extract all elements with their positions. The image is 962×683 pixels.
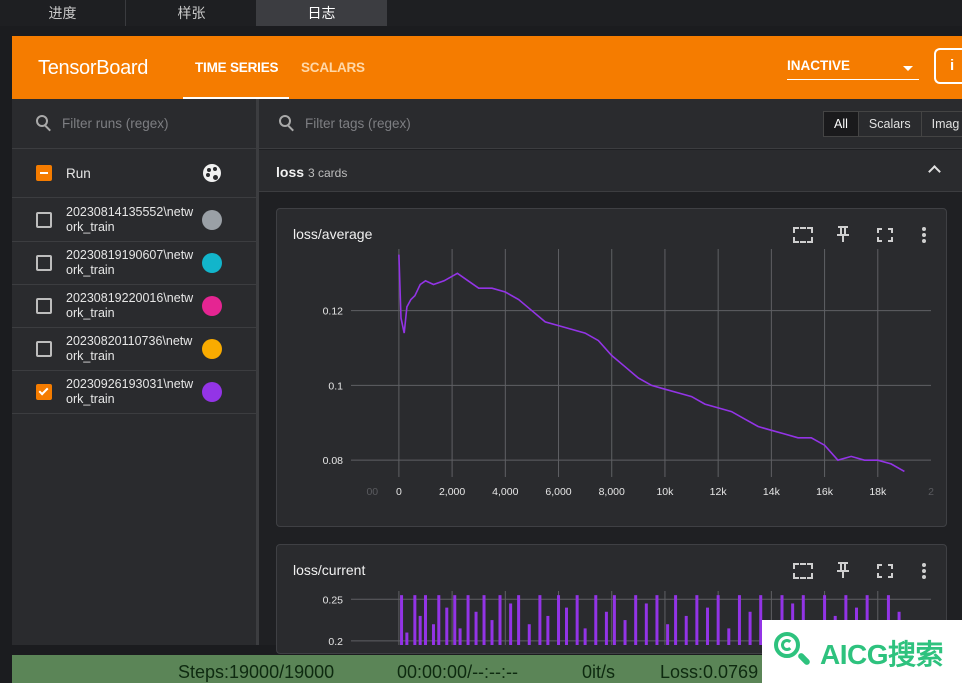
- progress-time: 00:00:00/--:--:--: [397, 662, 519, 682]
- info-button[interactable]: i: [934, 48, 962, 84]
- scalar-card: loss/average 0.12 0.1 0.08 00 0 2,000 4,000 6,0…: [276, 208, 947, 527]
- run-row[interactable]: 20230926193031\network_train: [12, 371, 256, 414]
- run-name: 20230814135552\network_train: [66, 205, 194, 234]
- run-name: 20230926193031\network_train: [66, 377, 194, 406]
- filter-all-button[interactable]: All: [824, 112, 859, 136]
- run-color-swatch[interactable]: [202, 339, 222, 359]
- runs-column-label: Run: [66, 166, 91, 181]
- y-tick-label: 0.08: [323, 455, 344, 467]
- main-panel: Filter tags (regex) All Scalars Imag los…: [259, 99, 962, 654]
- x-tick-label: 2,000: [439, 486, 465, 498]
- x-tick-label: 18k: [869, 486, 887, 498]
- plugin-status-value: INACTIVE: [787, 58, 851, 73]
- y-tick-label: 0.2: [328, 636, 343, 648]
- run-color-swatch[interactable]: [202, 253, 222, 273]
- run-checkbox[interactable]: [36, 384, 52, 400]
- run-checkbox[interactable]: [36, 341, 52, 357]
- magnifier-logo-icon: [774, 632, 812, 667]
- sidebar-resizer[interactable]: [256, 99, 259, 645]
- group-title: loss: [276, 164, 305, 180]
- caret-down-icon: [903, 66, 913, 71]
- run-row[interactable]: 20230819220016\network_train: [12, 285, 256, 328]
- run-row[interactable]: 20230819190607\network_train: [12, 242, 256, 285]
- tab-samples[interactable]: 样张: [177, 5, 206, 21]
- runs-header: Run: [12, 149, 256, 198]
- card-type-toggle: All Scalars Imag: [823, 111, 962, 137]
- tab-time-series[interactable]: TIME SERIES: [195, 60, 279, 75]
- runs-filter-input[interactable]: Filter runs (regex): [62, 116, 169, 131]
- data-selection-icon[interactable]: [793, 227, 813, 243]
- run-checkbox[interactable]: [36, 255, 52, 271]
- search-icon: [36, 115, 52, 132]
- top-tab-bar: 进度 样张 日志: [0, 0, 962, 26]
- pin-icon[interactable]: [835, 562, 855, 580]
- tensorboard-header: TensorBoard TIME SERIES SCALARS INACTIVE…: [12, 36, 962, 99]
- card-group-header[interactable]: loss 3 cards: [259, 150, 962, 192]
- filter-scalars-button[interactable]: Scalars: [859, 112, 922, 136]
- data-selection-icon[interactable]: [793, 563, 813, 579]
- y-tick-label: 0.1: [328, 380, 343, 392]
- tab-progress[interactable]: 进度: [0, 0, 126, 26]
- x-tick-label: 4,000: [492, 486, 518, 498]
- x-tick-label: 0: [396, 486, 402, 498]
- tensorboard-logo: TensorBoard: [38, 57, 149, 79]
- progress-rate: 0it/s: [582, 662, 616, 682]
- active-tab-indicator: [183, 97, 289, 99]
- y-tick-label: 0.25: [323, 594, 344, 606]
- tab-logs[interactable]: 日志: [256, 0, 387, 26]
- progress-steps: Steps:19000/19000: [178, 662, 335, 682]
- x-tick-label: 2: [928, 486, 934, 498]
- select-all-checkbox[interactable]: [36, 165, 52, 181]
- run-name: 20230819220016\network_train: [66, 291, 194, 320]
- plugin-status-select[interactable]: INACTIVE: [787, 56, 919, 80]
- x-tick-label: 6,000: [545, 486, 571, 498]
- run-color-swatch[interactable]: [202, 210, 222, 230]
- runs-sidebar: Filter runs (regex) Run 20230814135552\n…: [12, 99, 256, 645]
- run-name: 20230820110736\network_train: [66, 334, 193, 363]
- x-tick-label: 10k: [656, 486, 674, 498]
- card-title: loss/current: [293, 562, 366, 578]
- x-tick-label: 16k: [816, 486, 834, 498]
- run-checkbox[interactable]: [36, 212, 52, 228]
- fullscreen-icon[interactable]: [875, 562, 895, 580]
- run-color-swatch[interactable]: [202, 296, 222, 316]
- progress-loss: Loss:0.0769: [660, 662, 759, 682]
- search-icon: [279, 115, 295, 132]
- palette-icon[interactable]: [203, 164, 221, 182]
- fullscreen-icon[interactable]: [875, 226, 895, 244]
- run-checkbox[interactable]: [36, 298, 52, 314]
- group-card-count: 3 cards: [308, 166, 348, 180]
- card-title: loss/average: [293, 226, 373, 242]
- run-row[interactable]: 20230814135552\network_train: [12, 199, 256, 242]
- x-tick-label: 8,000: [599, 486, 625, 498]
- more-vert-icon[interactable]: [915, 562, 935, 580]
- run-color-swatch[interactable]: [202, 382, 222, 402]
- series-line: [398, 254, 905, 473]
- pin-icon[interactable]: [835, 226, 855, 244]
- x-tick-label: 00: [366, 486, 378, 498]
- filter-images-button[interactable]: Imag: [922, 112, 962, 136]
- run-row[interactable]: 20230820110736\network_train: [12, 328, 256, 371]
- x-tick-label: 12k: [710, 486, 728, 498]
- tags-filter-input[interactable]: Filter tags (regex): [305, 116, 411, 131]
- x-tick-label: 14k: [763, 486, 781, 498]
- watermark: AICG搜索: [762, 620, 962, 683]
- runs-filter[interactable]: Filter runs (regex): [12, 99, 256, 149]
- y-tick-label: 0.12: [323, 306, 344, 318]
- more-vert-icon[interactable]: [915, 226, 935, 244]
- tab-scalars[interactable]: SCALARS: [301, 60, 365, 75]
- chevron-up-icon[interactable]: [928, 165, 941, 178]
- tags-filter-bar: Filter tags (regex) All Scalars Imag: [259, 99, 962, 149]
- watermark-text: AICG搜索: [820, 639, 944, 670]
- run-name: 20230819190607\network_train: [66, 248, 194, 277]
- info-icon: i: [950, 57, 955, 74]
